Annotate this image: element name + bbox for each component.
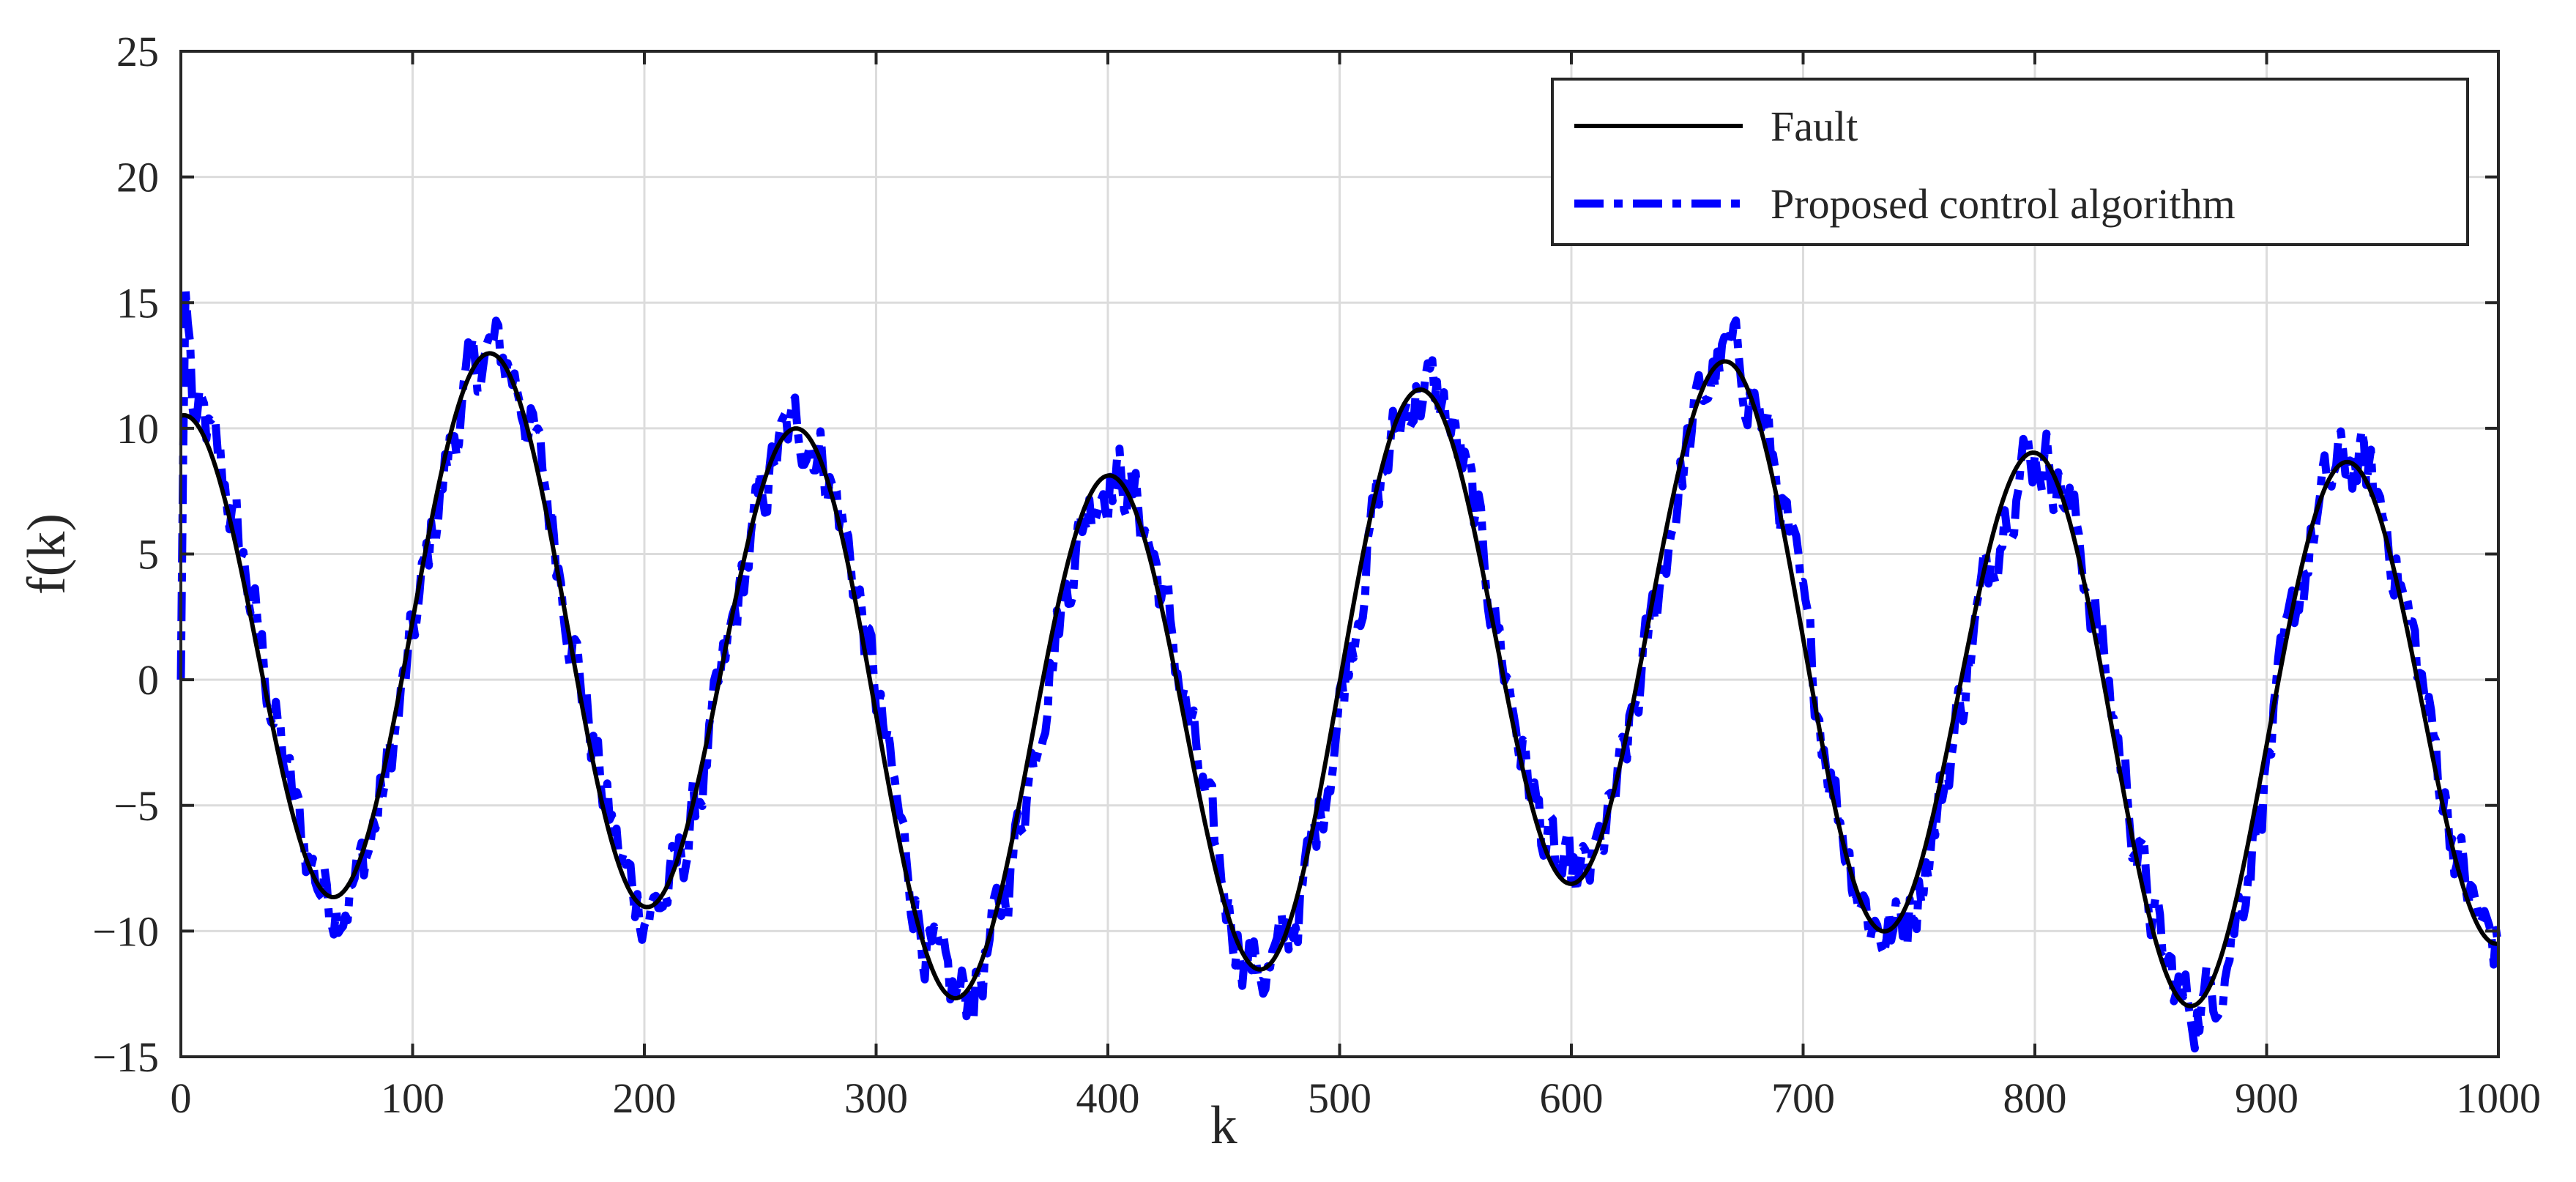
x-tick-label: 900 <box>2235 1074 2298 1122</box>
y-tick-label: −10 <box>92 907 159 955</box>
x-tick-label: 500 <box>1308 1074 1371 1122</box>
series-line-fault <box>180 351 2499 1008</box>
x-tick-label: 800 <box>2003 1074 2067 1122</box>
legend-box <box>1551 78 2469 246</box>
x-tick-label: 400 <box>1076 1074 1140 1122</box>
y-tick-label: 10 <box>116 405 159 453</box>
x-tick-label: 200 <box>613 1074 677 1122</box>
series-lines <box>176 286 2503 1053</box>
y-tick-label: 15 <box>116 279 159 327</box>
y-tick-label: 0 <box>138 656 159 704</box>
y-tick-label: 5 <box>138 531 159 579</box>
legend: Fault Proposed control algorithm <box>1551 78 2469 246</box>
axis-ticks: 0 100 200 300 400 500 600 700 800 900 100025201510… <box>92 28 2541 1122</box>
legend-label-fault: Fault <box>1771 103 1858 150</box>
y-axis-label: f(k) <box>17 513 77 595</box>
legend-label-proposed: Proposed control algorithm <box>1771 180 2236 228</box>
x-axis-label: k <box>1210 1096 1237 1156</box>
x-tick-label: 0 <box>171 1074 192 1122</box>
y-tick-label: −15 <box>92 1033 159 1081</box>
x-tick-label: 300 <box>844 1074 908 1122</box>
x-tick-label: 1000 <box>2456 1074 2541 1122</box>
x-tick-label: 100 <box>381 1074 444 1122</box>
y-tick-label: −5 <box>113 782 159 830</box>
y-tick-label: 25 <box>116 28 159 75</box>
x-tick-label: 600 <box>1540 1074 1604 1122</box>
y-tick-label: 20 <box>116 154 159 201</box>
x-tick-label: 700 <box>1771 1074 1835 1122</box>
